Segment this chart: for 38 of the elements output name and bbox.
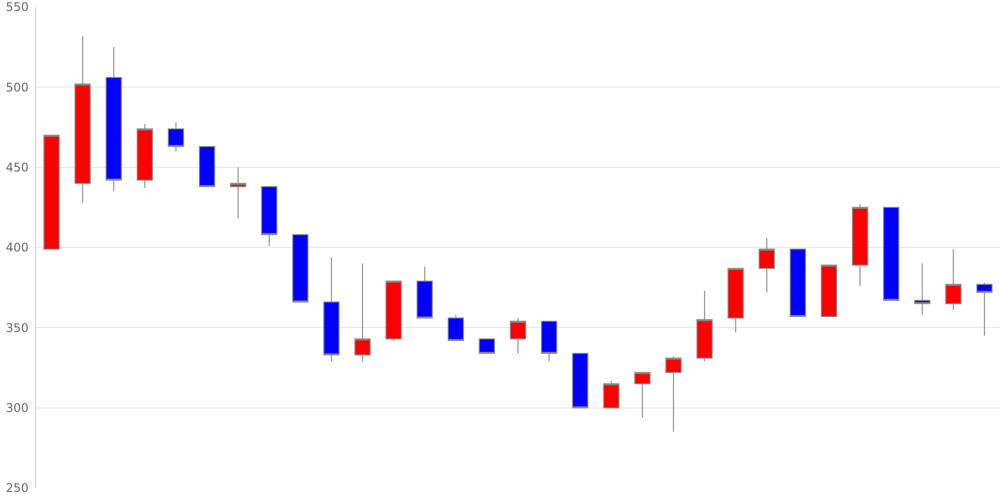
candlestick [634,372,651,418]
candlestick [603,380,620,408]
y-tick-label: 350 [6,320,29,335]
y-tick-label: 550 [6,0,29,14]
candlestick [914,263,930,316]
candlestick [385,280,402,341]
y-tick-label: 500 [6,80,29,94]
y-tick-label: 250 [6,481,29,496]
candlestick [852,204,868,286]
candlestick [820,264,838,317]
y-tick-label: 300 [6,401,29,416]
candlestick [323,256,340,362]
candlestick [976,282,993,336]
candlestick [416,266,433,319]
y-tick-label: 450 [6,160,29,175]
candlestick [572,352,588,408]
candlestick [261,186,278,246]
candlestick [230,166,246,220]
candlestick [136,124,153,189]
candlestick [728,268,744,333]
candlestick [448,314,464,341]
candlestick [354,263,371,362]
candlestick [74,35,91,204]
candlestick [758,237,775,293]
candlestick [883,206,900,301]
candlestick [945,248,962,311]
y-tick-label: 400 [6,240,29,255]
candlestick [198,146,216,188]
candlestick [478,338,496,354]
candlestick [540,320,558,362]
candlestick [43,134,60,250]
candlestick [696,290,713,362]
candlestick [168,122,184,152]
candlestick [790,248,806,317]
candlestick [510,318,526,354]
candlestick [106,46,122,192]
candlestick [665,356,682,432]
candlestick [292,234,308,303]
